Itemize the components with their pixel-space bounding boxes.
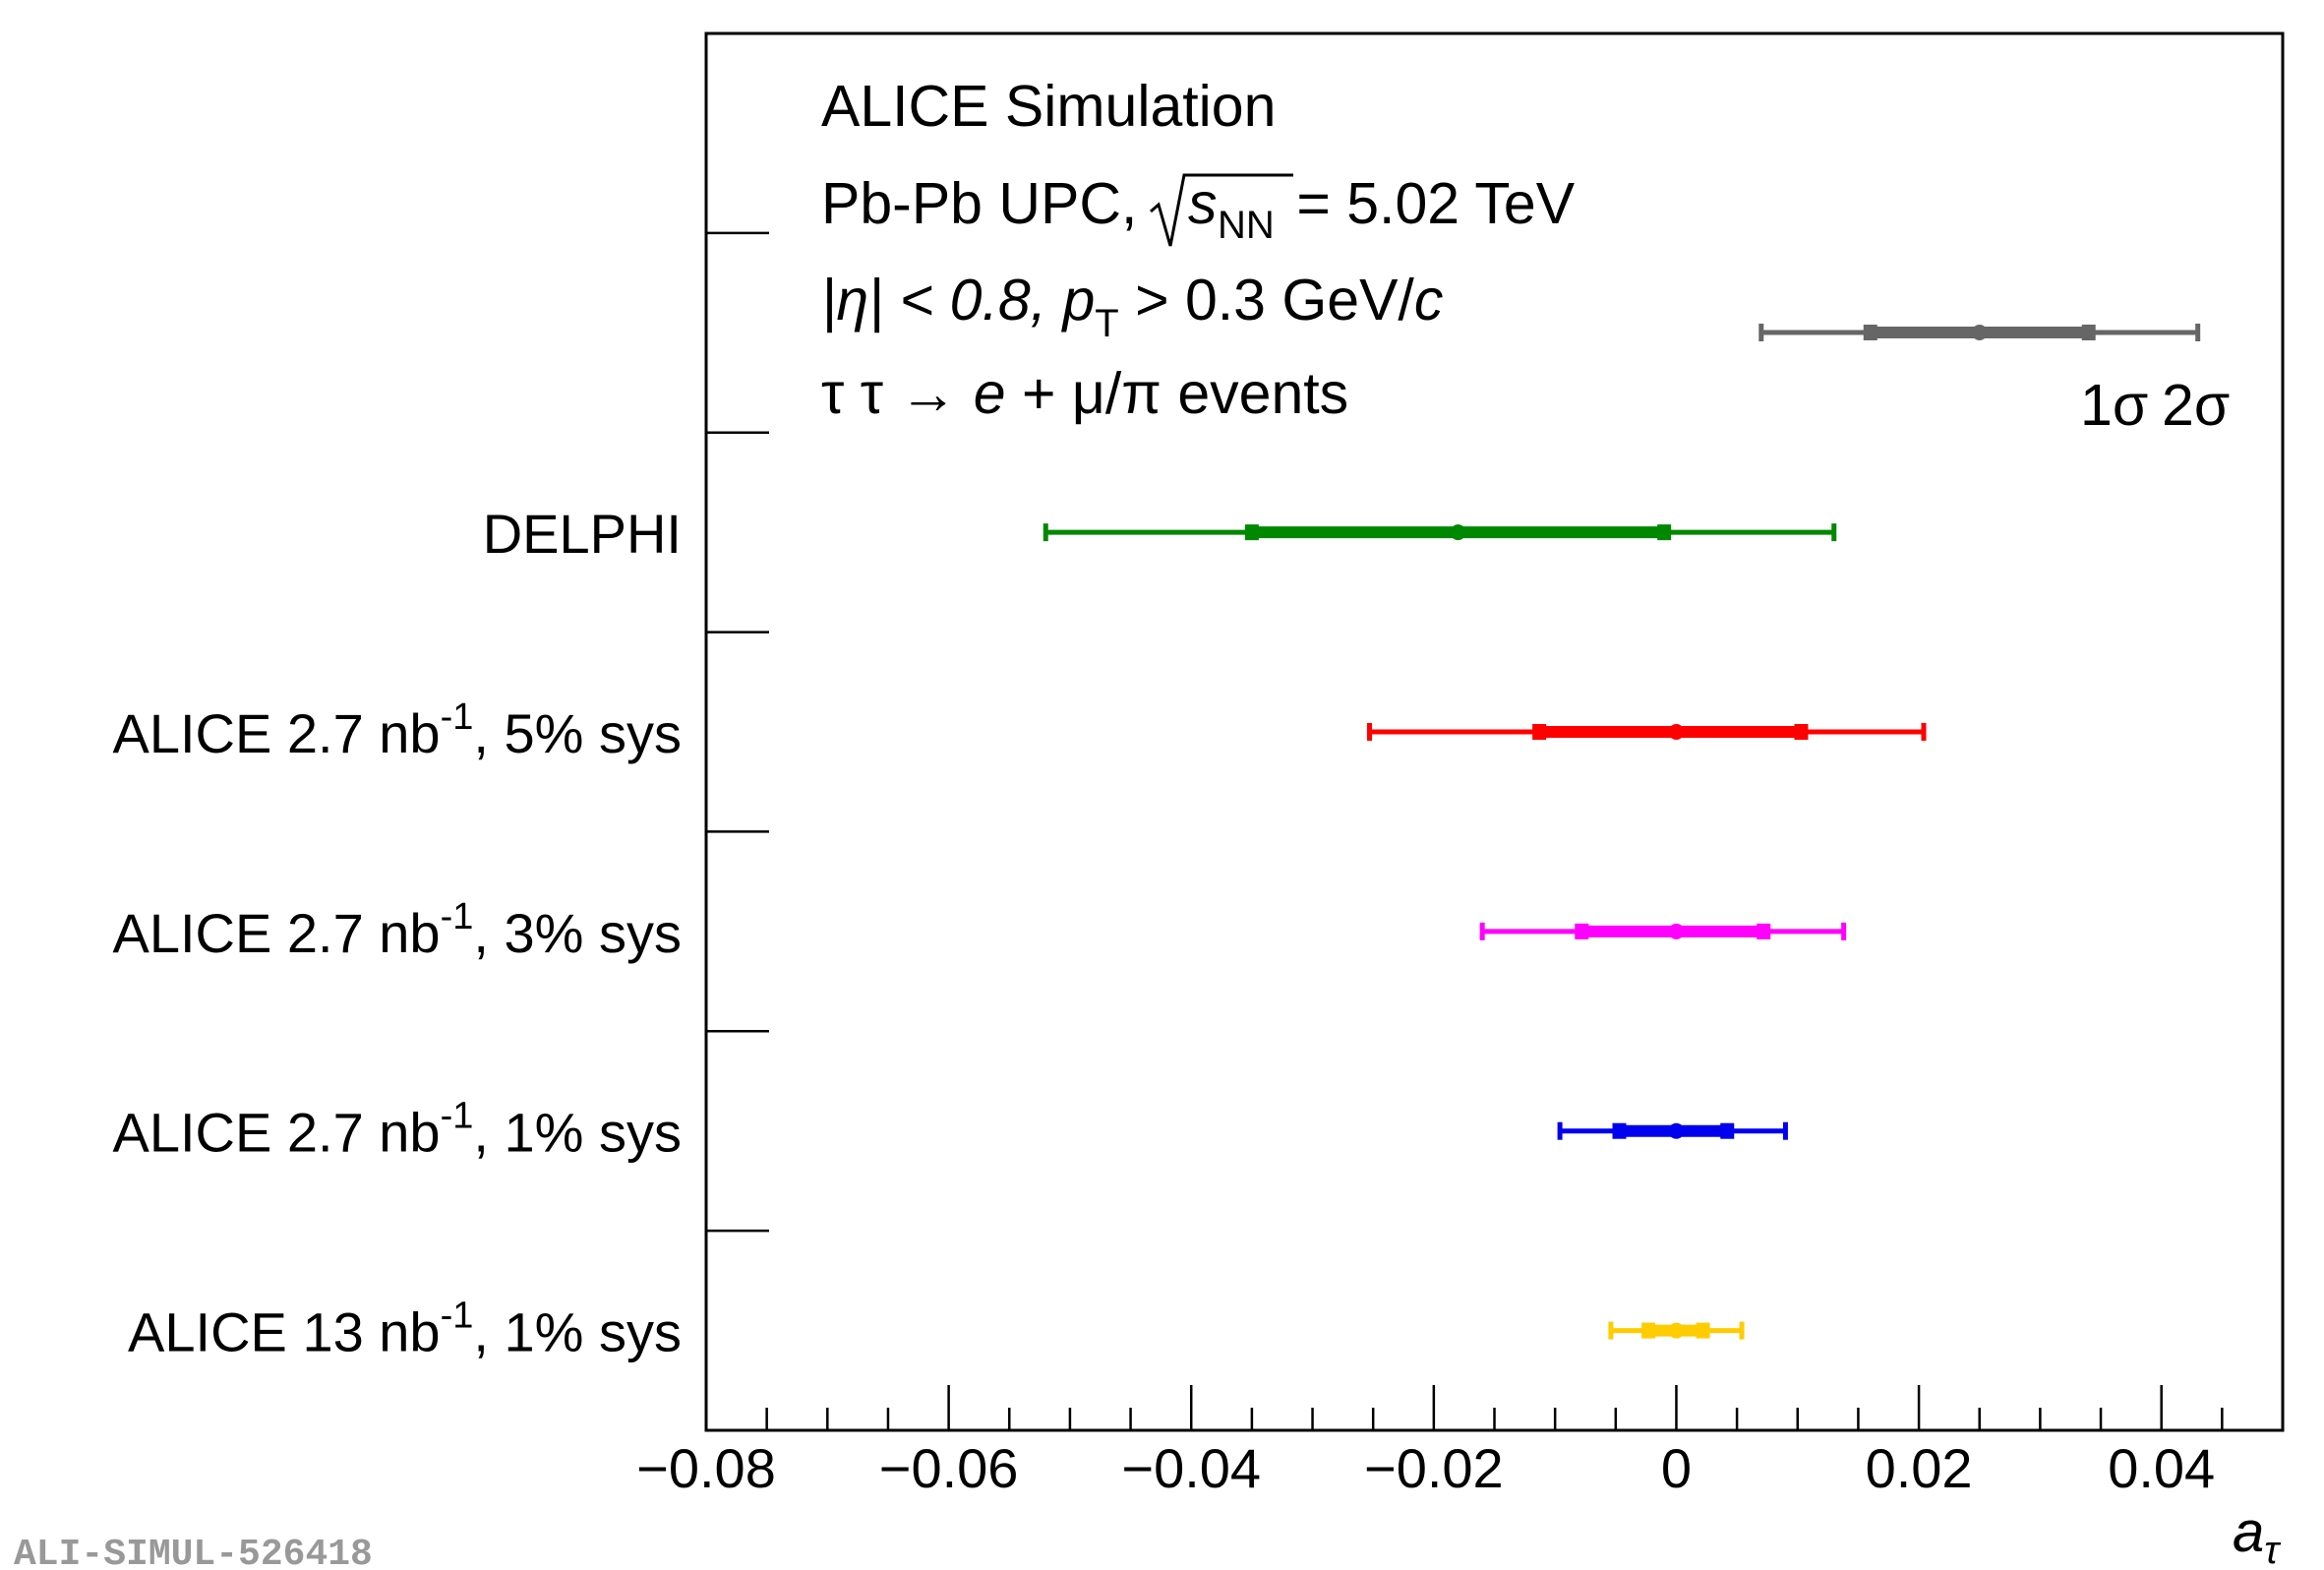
series-bar [1608, 1321, 1745, 1340]
central-point [1668, 923, 1685, 939]
series-label: ALICE 2.7 nb-1, 3% sys [112, 896, 682, 964]
sigma1-cap [1794, 724, 1809, 740]
series-label: ALICE 2.7 nb-1, 5% sys [112, 696, 682, 764]
legend-1sigma-label: 1σ [2080, 373, 2148, 438]
series-bar [1479, 922, 1847, 940]
central-point [1668, 1322, 1685, 1339]
annotation-title: ALICE Simulation [821, 74, 1276, 139]
sigma1-cap [1863, 325, 1877, 340]
series-label: ALICE 2.7 nb-1, 1% sys [112, 1096, 682, 1164]
sigma1-cap [1720, 1122, 1735, 1139]
annotation-energy: = 5.02 TeV [1281, 171, 1576, 236]
error-bars [1043, 324, 2201, 1340]
sigma1-cap [1575, 923, 1589, 939]
sigma1-cap [1244, 524, 1259, 541]
x-tick-label: −0.04 [1121, 1437, 1261, 1499]
sigma1-cap [1532, 724, 1547, 740]
central-point [1668, 1122, 1685, 1139]
x-tick-label: 0.02 [1866, 1437, 1973, 1499]
x-tick-label: −0.06 [879, 1437, 1019, 1499]
x-axis-ticks: −0.08 −0.06 −0.04 −0.02 0 0.02 0.04 [636, 1385, 2285, 1499]
central-point [1450, 524, 1466, 541]
series-bar [1366, 723, 1927, 741]
x-tick-label: −0.08 [636, 1437, 776, 1499]
central-point [1668, 724, 1685, 740]
sigma1-cap [1641, 1322, 1656, 1339]
x-axis-title: aτ [2233, 1500, 2282, 1570]
series-labels: DELPHI ALICE 2.7 nb-1, 5% sys ALICE 2.7 nb… [112, 503, 682, 1362]
series-label: DELPHI [483, 503, 682, 565]
x-tick-label: 0.04 [2108, 1437, 2215, 1499]
legend-bar [1758, 324, 2201, 341]
annotation-cuts: |η| < 0.8, pT > 0.3 GeV/c [821, 268, 1443, 345]
annotation-system: Pb-Pb UPC, [821, 171, 1137, 236]
annotation-sqrt-s: s [1188, 171, 1218, 236]
sigma1-cap [1612, 1122, 1627, 1139]
legend-2sigma-label: 2σ [2162, 373, 2230, 438]
series-bar [1557, 1121, 1788, 1140]
series-bar [1043, 523, 1837, 542]
y-axis-ticks [706, 231, 769, 1233]
x-tick-label: 0 [1661, 1437, 1692, 1499]
series-label: ALICE 13 nb-1, 1% sys [128, 1296, 682, 1363]
central-point [1971, 325, 1988, 340]
sqrt-symbol [1150, 173, 1293, 247]
x-tick-label: −0.02 [1364, 1437, 1504, 1499]
annotation-sqrt-sub: NN [1218, 204, 1275, 247]
sigma1-cap [1696, 1322, 1710, 1339]
sigma1-cap [1657, 524, 1672, 541]
annotation-channel: τ τ → e + μ/π events [821, 361, 1348, 426]
watermark: ALI-SIMUL-526418 [14, 1534, 373, 1570]
sigma1-cap [1757, 923, 1771, 939]
sigma1-cap [2081, 325, 2096, 340]
